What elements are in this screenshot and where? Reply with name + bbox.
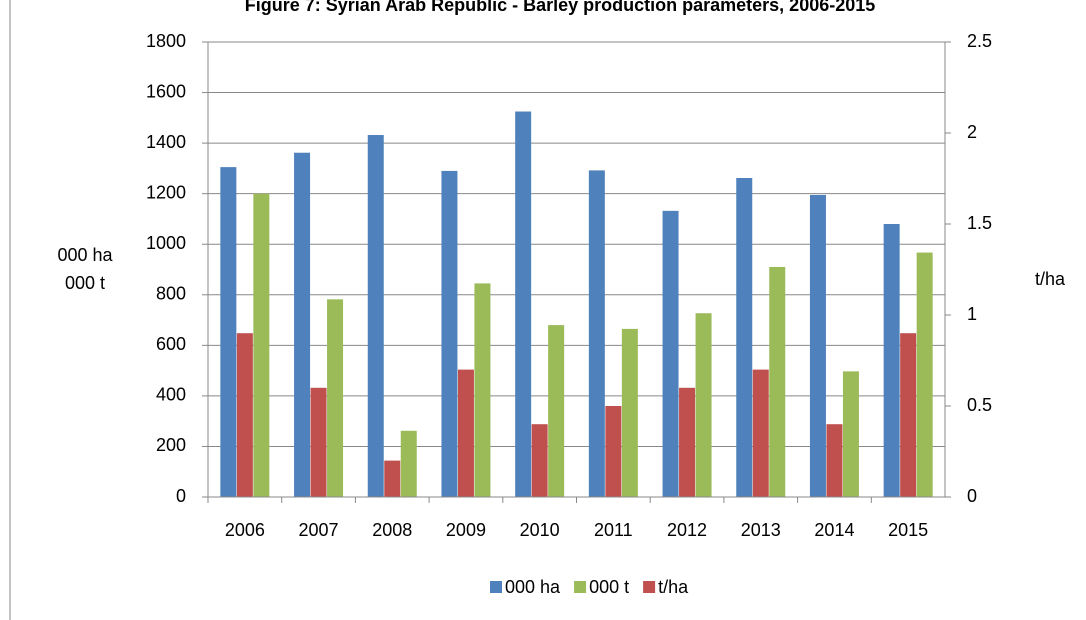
bar bbox=[441, 170, 458, 497]
y-tick-label: 200 bbox=[156, 435, 186, 455]
chart-frame bbox=[9, 0, 11, 620]
y-axis-label: 000 ha bbox=[57, 245, 113, 265]
legend-swatch bbox=[490, 581, 502, 593]
x-tick-label: 2015 bbox=[888, 520, 928, 540]
y-tick-label: 800 bbox=[156, 284, 186, 304]
y2-tick-label: 2 bbox=[967, 122, 977, 142]
bar bbox=[883, 224, 900, 497]
bar bbox=[236, 333, 253, 497]
x-tick-label: 2010 bbox=[520, 520, 560, 540]
x-tick-label: 2014 bbox=[814, 520, 854, 540]
legend-swatch bbox=[643, 581, 656, 593]
y-tick-label: 1800 bbox=[146, 31, 186, 51]
legend-label: 000 ha bbox=[505, 577, 561, 597]
x-tick-label: 2009 bbox=[446, 520, 486, 540]
bar bbox=[310, 387, 327, 497]
bar bbox=[457, 369, 474, 497]
y-axis-label: 000 t bbox=[65, 273, 105, 293]
y2-tick-label: 1 bbox=[967, 304, 977, 324]
bar bbox=[474, 283, 491, 497]
bar bbox=[531, 424, 548, 497]
x-tick-label: 2012 bbox=[667, 520, 707, 540]
bar bbox=[809, 194, 826, 498]
bar bbox=[367, 135, 384, 497]
y-tick-label: 600 bbox=[156, 334, 186, 354]
y2-tick-label: 0.5 bbox=[967, 395, 992, 415]
bar bbox=[253, 193, 270, 497]
bar bbox=[294, 152, 311, 497]
bar bbox=[327, 299, 344, 497]
bar bbox=[736, 177, 753, 497]
bar bbox=[842, 371, 859, 497]
y-tick-label: 1000 bbox=[146, 233, 186, 253]
y-tick-label: 1400 bbox=[146, 132, 186, 152]
legend-label: 000 t bbox=[589, 577, 629, 597]
bar bbox=[515, 111, 532, 497]
bar bbox=[384, 460, 401, 497]
bar bbox=[769, 266, 786, 497]
y2-tick-label: 2.5 bbox=[967, 31, 992, 51]
legend-swatch bbox=[574, 581, 587, 593]
x-tick-label: 2007 bbox=[299, 520, 339, 540]
bar bbox=[695, 313, 712, 497]
x-tick-label: 2008 bbox=[372, 520, 412, 540]
y-tick-label: 1200 bbox=[146, 182, 186, 202]
bar bbox=[679, 387, 696, 497]
y-tick-label: 400 bbox=[156, 385, 186, 405]
bar bbox=[400, 430, 417, 497]
bar bbox=[826, 424, 843, 497]
x-tick-label: 2006 bbox=[225, 520, 265, 540]
x-tick-label: 2013 bbox=[741, 520, 781, 540]
bar bbox=[621, 328, 638, 497]
legend-label: t/ha bbox=[658, 577, 689, 597]
bar bbox=[605, 406, 622, 497]
bar bbox=[916, 252, 933, 497]
bar bbox=[548, 325, 565, 497]
y2-tick-label: 0 bbox=[967, 486, 977, 506]
y-tick-label: 1600 bbox=[146, 81, 186, 101]
bar bbox=[752, 369, 769, 497]
bar bbox=[588, 170, 605, 497]
y2-axis-label: t/ha bbox=[1035, 269, 1066, 289]
bar bbox=[900, 333, 917, 497]
x-tick-label: 2011 bbox=[594, 520, 633, 540]
bar bbox=[662, 210, 679, 497]
chart-title: Figure 7: Syrian Arab Republic - Barley … bbox=[245, 0, 876, 15]
y-tick-label: 0 bbox=[176, 486, 186, 506]
y2-tick-label: 1.5 bbox=[967, 213, 992, 233]
bar bbox=[220, 167, 237, 497]
